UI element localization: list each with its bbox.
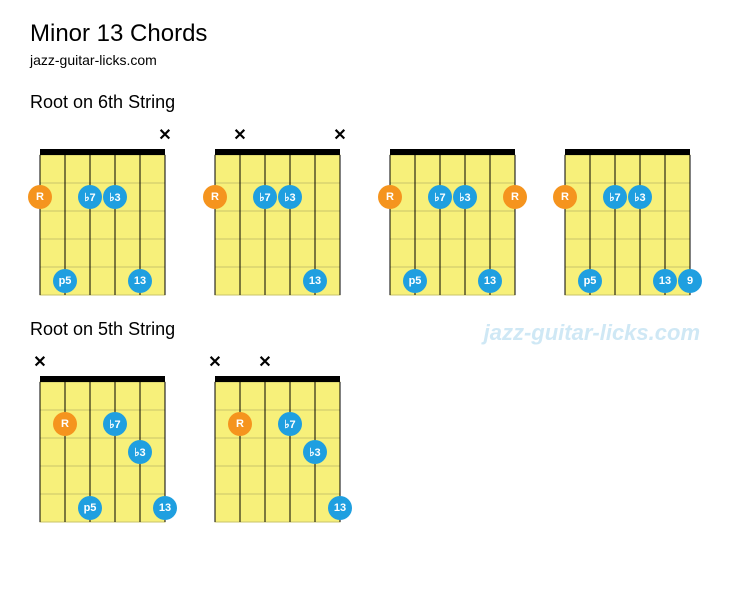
note-interval: ♭7 [278, 412, 302, 436]
mute-row: ✕✕ [205, 127, 350, 143]
chord-diagram: R ♭7♭3 Rp5 13 [380, 127, 525, 299]
note-root: R [203, 185, 227, 209]
note-interval: ♭7 [428, 185, 452, 209]
note-interval: ♭3 [628, 185, 652, 209]
mute-row: ✕✕ [205, 354, 350, 370]
note-root: R [503, 185, 527, 209]
chord-sections: Root on 6th String✕R♭7♭3p513✕✕R♭7♭313R♭7… [30, 92, 710, 526]
note-interval: 13 [478, 269, 502, 293]
note-interval: p5 [78, 496, 102, 520]
note-interval: ♭3 [128, 440, 152, 464]
mute-row [555, 127, 700, 143]
note-interval: ♭7 [253, 185, 277, 209]
section-label: Root on 5th String [30, 319, 710, 340]
note-root: R [53, 412, 77, 436]
note-interval: ♭7 [103, 412, 127, 436]
note-root: R [28, 185, 52, 209]
mute-row [380, 127, 525, 143]
note-interval: ♭3 [103, 185, 127, 209]
chord-diagram: R ♭7♭3 p5 139 [555, 127, 700, 299]
fretboard [205, 143, 350, 299]
mute-icon: ✕ [33, 352, 46, 372]
mute-icon: ✕ [258, 352, 271, 372]
note-interval: 13 [153, 496, 177, 520]
note-interval: p5 [578, 269, 602, 293]
note-interval: ♭3 [278, 185, 302, 209]
note-interval: 13 [303, 269, 327, 293]
note-interval: ♭3 [453, 185, 477, 209]
chord-diagram: ✕ R ♭7♭3 p5 13 [30, 127, 175, 299]
fretboard [380, 143, 525, 299]
diagram-row: ✕R♭7♭3p513✕✕R♭7♭313 [30, 354, 710, 526]
note-interval: 13 [328, 496, 352, 520]
note-interval: ♭3 [303, 440, 327, 464]
note-interval: 13 [128, 269, 152, 293]
note-interval: ♭7 [603, 185, 627, 209]
diagram-row: ✕R♭7♭3p513✕✕R♭7♭313R♭7♭3Rp513R♭7♭3p5139 [30, 127, 710, 299]
chord-diagram: ✕✕R♭7♭313 [205, 354, 350, 526]
note-root: R [378, 185, 402, 209]
chord-diagram: ✕✕R♭7♭313 [205, 127, 350, 299]
note-interval: 9 [678, 269, 702, 293]
mute-icon: ✕ [233, 125, 246, 145]
page-title: Minor 13 Chords [30, 20, 710, 48]
note-root: R [228, 412, 252, 436]
mute-row: ✕ [30, 127, 175, 143]
mute-row: ✕ [30, 354, 175, 370]
mute-icon: ✕ [208, 352, 221, 372]
note-interval: ♭7 [78, 185, 102, 209]
fretboard [30, 143, 175, 299]
note-interval: 13 [653, 269, 677, 293]
note-interval: p5 [403, 269, 427, 293]
page-subtitle: jazz-guitar-licks.com [30, 52, 710, 68]
note-root: R [553, 185, 577, 209]
section-label: Root on 6th String [30, 92, 710, 113]
note-interval: p5 [53, 269, 77, 293]
mute-icon: ✕ [333, 125, 346, 145]
mute-icon: ✕ [158, 125, 171, 145]
chord-diagram: ✕ R ♭7♭3 p5 13 [30, 354, 175, 526]
